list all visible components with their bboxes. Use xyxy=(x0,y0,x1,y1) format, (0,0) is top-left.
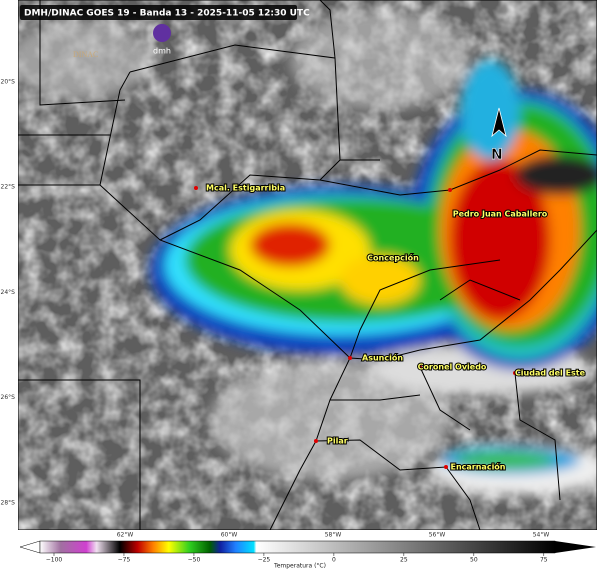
satellite-image xyxy=(18,0,597,530)
lon-label: 60°W xyxy=(221,532,238,539)
colorbar xyxy=(39,540,556,554)
city-label: Pedro Juan Caballero xyxy=(453,210,548,219)
logo-dinac: DINAC xyxy=(73,50,98,59)
city-label: Encarnación xyxy=(450,462,505,472)
logo-dmh: dmh xyxy=(153,47,171,56)
lat-label: 20°S xyxy=(1,79,16,86)
logo-dmh-icon xyxy=(153,24,171,42)
city-dot xyxy=(513,371,517,375)
colorbar-tick-label: 25 xyxy=(400,557,408,564)
colorbar-label: Temperatura (°C) xyxy=(273,563,326,570)
lat-label: 24°S xyxy=(1,289,16,296)
colorbar-tick-label: −50 xyxy=(188,557,201,564)
city-label: Ciudad del Este xyxy=(515,369,586,378)
colorbar-tick-label: 50 xyxy=(470,557,478,564)
colorbar-tick-label: −75 xyxy=(118,557,131,564)
city-dot xyxy=(444,465,448,469)
colorbar-min-arrow xyxy=(19,540,41,554)
colorbar-tick-label: 75 xyxy=(540,557,548,564)
lon-label: 58°W xyxy=(325,532,342,539)
city-label: Mcal. Estigarribia xyxy=(206,184,285,193)
lat-label: 26°S xyxy=(1,394,16,401)
city-label: Concepción xyxy=(367,253,419,263)
north-arrow xyxy=(491,107,507,138)
title-box xyxy=(20,5,297,20)
city-dot xyxy=(418,365,422,369)
lat-label: 28°S xyxy=(1,499,16,506)
colorbar-tick-label: −100 xyxy=(46,557,63,564)
lon-label: 62°W xyxy=(117,532,134,539)
city-label: Pilar xyxy=(327,437,348,446)
city-label: Coronel Oviedo xyxy=(418,363,487,372)
lon-label: 56°W xyxy=(429,532,446,539)
city-dot xyxy=(314,439,318,443)
colorbar-tick-label: −25 xyxy=(258,557,271,564)
lat-label: 22°S xyxy=(1,184,16,191)
colorbar-tick-label: 0 xyxy=(332,557,336,564)
colorbar-max-arrow xyxy=(555,541,596,553)
north-label: N xyxy=(491,147,503,163)
city-dot xyxy=(348,356,352,360)
city-label: Asunción xyxy=(362,353,403,363)
city-dot xyxy=(448,188,452,192)
city-dot xyxy=(194,186,198,190)
lon-label: 54°W xyxy=(533,532,550,539)
title: DMH/DINAC GOES 19 - Banda 13 - 2025-11-0… xyxy=(24,9,310,19)
